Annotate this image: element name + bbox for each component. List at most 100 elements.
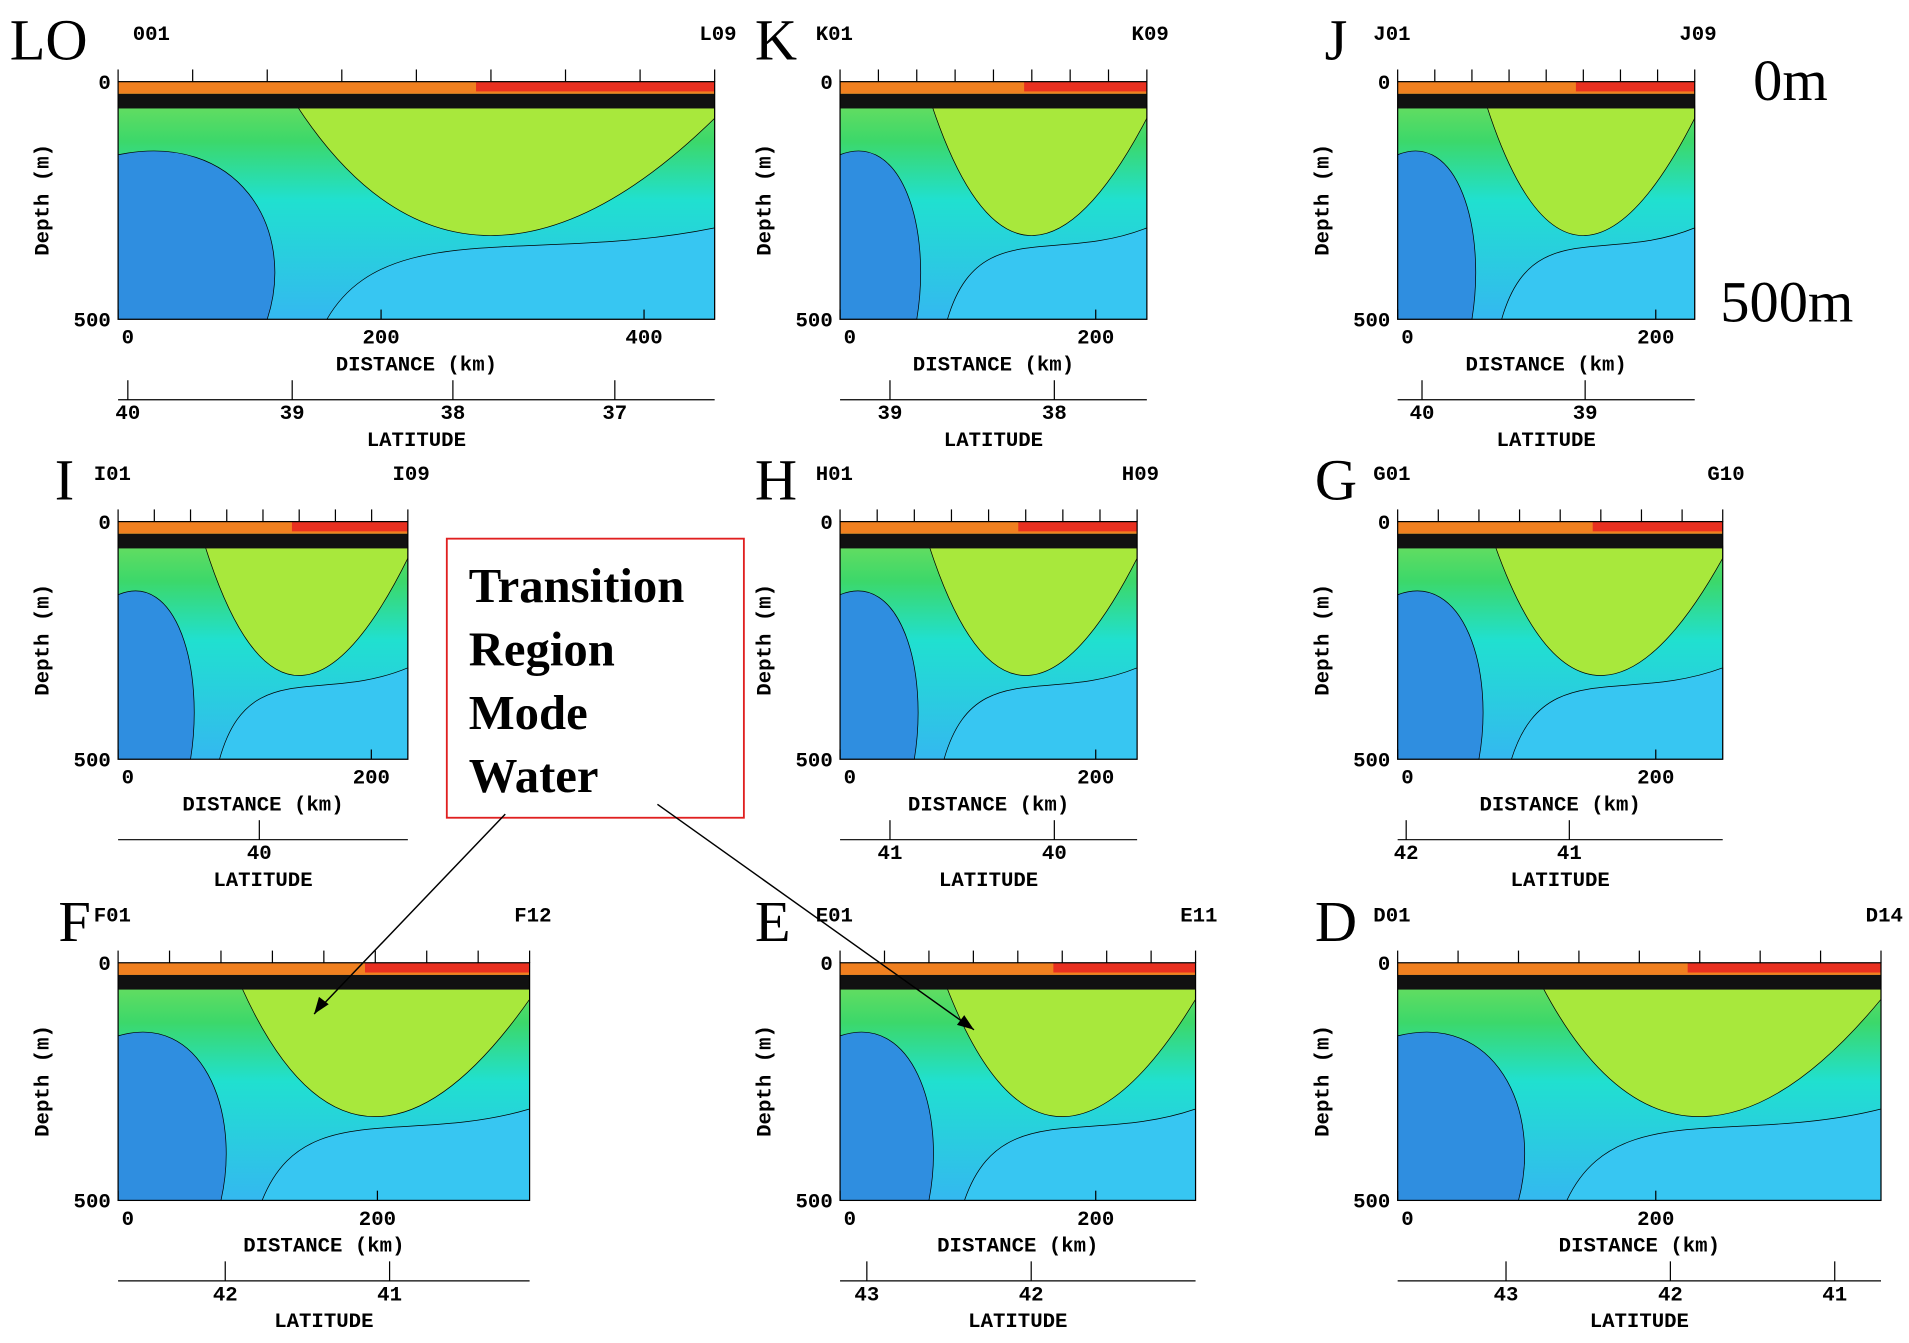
depth-tick-label: 0 [98,513,110,536]
thermocline [118,533,408,549]
annotation-line: Region [469,622,615,676]
panel-letter: F [58,889,90,954]
distance-tick-label: 0 [1401,1209,1413,1232]
distance-tick-label: 200 [1077,328,1114,351]
depth-axis-label: Depth (m) [755,144,778,256]
latitude-axis-label: LATITUDE [1497,430,1596,453]
surface-layer [1053,962,1196,973]
depth-tick-label: 0 [1378,73,1390,96]
thermocline [1397,93,1695,109]
warm-water [1494,545,1724,676]
distance-tick-label: 200 [353,768,390,791]
depth-tick-label: 0 [820,954,832,977]
distance-tick-label: 0 [122,768,134,791]
distance-axis-label: DISTANCE (km) [182,794,343,817]
station-start: I01 [94,464,131,487]
depth-tick-label: 500 [74,311,111,334]
thermocline [118,974,530,990]
mid-water [1510,667,1724,760]
distance-axis-label: DISTANCE (km) [1466,354,1627,377]
station-start: E01 [816,905,853,928]
thermocline [1397,533,1723,549]
annotation-line: Transition [469,559,685,613]
mid-water [946,227,1148,320]
station-end: I09 [393,464,430,487]
latitude-tick-label: 40 [1042,843,1067,866]
distance-tick-label: 200 [362,328,399,351]
latitude-tick-label: 40 [1410,403,1435,426]
depth-axis-label: Depth (m) [1312,144,1335,256]
latitude-tick-label: 40 [115,403,140,426]
deep-water [839,150,922,320]
mid-water [261,1108,530,1201]
surface-layer [1592,521,1723,532]
distance-tick-label: 200 [1077,1209,1114,1232]
station-start: F01 [94,905,131,928]
warm-water [928,545,1138,676]
latitude-axis-label: LATITUDE [968,1311,1067,1334]
distance-tick-label: 0 [122,328,134,351]
deep-water [117,1031,227,1201]
latitude-tick-label: 39 [280,403,305,426]
depth-tick-label: 0 [98,954,110,977]
depth-tick-label: 500 [1353,1192,1390,1215]
depth-tick-label: 500 [796,311,833,334]
mid-water [326,227,716,320]
deep-water [1397,150,1477,320]
latitude-tick-label: 38 [1042,403,1067,426]
panel-letter: I [55,448,74,513]
mid-water [1566,1108,1882,1201]
panel-letter: K [755,8,797,73]
surface-layer [1018,521,1138,532]
distance-tick-label: 0 [1401,768,1413,791]
deep-water [1397,1031,1526,1201]
distance-tick-label: 200 [1637,768,1674,791]
distance-axis-label: DISTANCE (km) [1480,794,1641,817]
distance-axis-label: DISTANCE (km) [937,1236,1098,1259]
depth-tick-label: 0 [820,513,832,536]
distance-axis-label: DISTANCE (km) [908,794,1069,817]
depth-axis-label: Depth (m) [1312,1025,1335,1137]
deep-water [117,590,195,760]
station-start: 001 [133,24,170,47]
distance-axis-label: DISTANCE (km) [913,354,1074,377]
station-end: H09 [1122,464,1159,487]
latitude-axis-label: LATITUDE [1590,1311,1689,1334]
depth-tick-label: 500 [796,1192,833,1215]
deep-water [839,590,919,760]
thermocline [840,93,1147,109]
station-start: G01 [1373,464,1410,487]
distance-tick-label: 0 [844,768,856,791]
deep-water [839,1031,934,1201]
station-end: F12 [514,905,551,928]
deep-water [1397,590,1484,760]
panel-letter: D [1315,889,1357,954]
distance-tick-label: 0 [1401,328,1413,351]
warm-water [240,986,530,1117]
depth-tick-label: 500 [74,751,111,774]
depth-tick-label: 500 [1353,751,1390,774]
station-end: D14 [1866,905,1903,928]
latitude-tick-label: 37 [602,403,627,426]
latitude-tick-label: 38 [440,403,465,426]
distance-tick-label: 0 [844,1209,856,1232]
annotation-box [445,537,745,819]
arrow-head [314,996,329,1014]
surface-layer [364,962,530,973]
latitude-axis-label: LATITUDE [939,870,1038,893]
latitude-tick-label: 42 [1394,843,1419,866]
latitude-tick-label: 41 [1822,1284,1847,1307]
latitude-axis-label: LATITUDE [274,1311,373,1334]
distance-axis-label: DISTANCE (km) [336,354,497,377]
latitude-tick-label: 39 [878,403,903,426]
distance-tick-label: 200 [1077,768,1114,791]
latitude-axis-label: LATITUDE [1511,870,1610,893]
depth-top-label: 0m [1753,48,1828,113]
depth-axis-label: Depth (m) [33,144,56,256]
depth-axis-label: Depth (m) [755,584,778,696]
surface-layer [1687,962,1881,973]
station-start: H01 [816,464,853,487]
